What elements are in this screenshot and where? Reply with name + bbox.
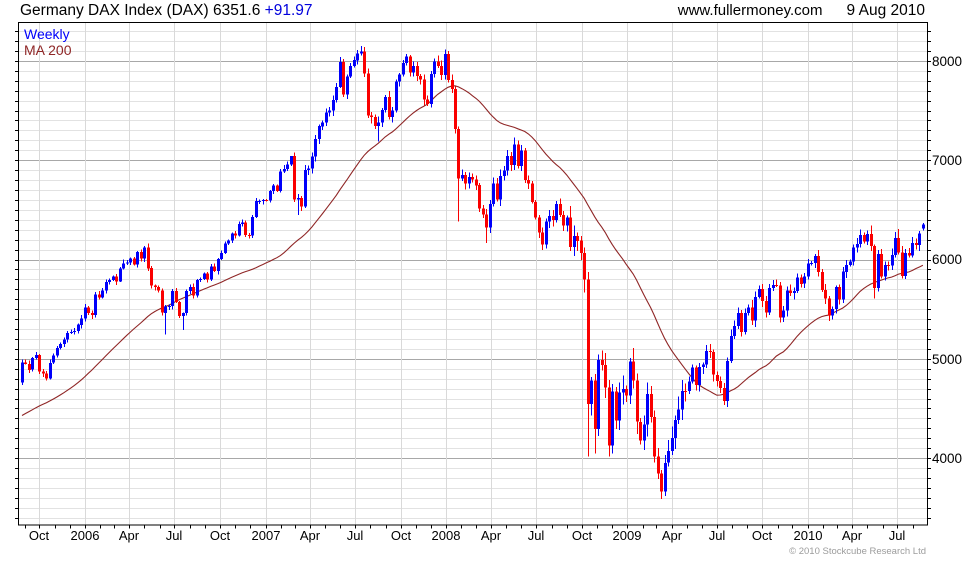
svg-text:2007: 2007 [252, 528, 281, 543]
svg-text:www.fullermoney.com: www.fullermoney.com [677, 2, 823, 19]
svg-text:2010: 2010 [794, 528, 823, 543]
svg-text:Oct: Oct [391, 528, 412, 543]
svg-text:Apr: Apr [662, 528, 683, 543]
svg-text:6000: 6000 [932, 252, 962, 267]
svg-text:Weekly: Weekly [24, 26, 70, 42]
svg-text:Jul: Jul [889, 528, 906, 543]
svg-text:Apr: Apr [119, 528, 140, 543]
svg-text:Apr: Apr [481, 528, 502, 543]
svg-text:8000: 8000 [932, 54, 962, 69]
svg-text:Oct: Oct [572, 528, 593, 543]
svg-text:5000: 5000 [932, 352, 962, 367]
svg-text:Oct: Oct [210, 528, 231, 543]
svg-text:2009: 2009 [613, 528, 642, 543]
svg-text:Jul: Jul [347, 528, 364, 543]
svg-text:Germany DAX Index (DAX) 6351.6: Germany DAX Index (DAX) 6351.6 +91.97 [20, 2, 313, 19]
svg-text:© 2010 Stockcube Research Ltd: © 2010 Stockcube Research Ltd [789, 546, 926, 557]
svg-text:Oct: Oct [752, 528, 773, 543]
svg-text:MA 200: MA 200 [24, 42, 72, 58]
svg-text:Apr: Apr [300, 528, 321, 543]
svg-text:2006: 2006 [71, 528, 100, 543]
svg-text:Apr: Apr [842, 528, 863, 543]
svg-text:Jul: Jul [166, 528, 183, 543]
svg-text:4000: 4000 [932, 451, 962, 466]
svg-text:7000: 7000 [932, 153, 962, 168]
svg-text:Jul: Jul [528, 528, 545, 543]
svg-text:Jul: Jul [709, 528, 726, 543]
svg-text:2008: 2008 [432, 528, 461, 543]
svg-text:Oct: Oct [29, 528, 50, 543]
svg-text:9 Aug 2010: 9 Aug 2010 [847, 2, 926, 19]
